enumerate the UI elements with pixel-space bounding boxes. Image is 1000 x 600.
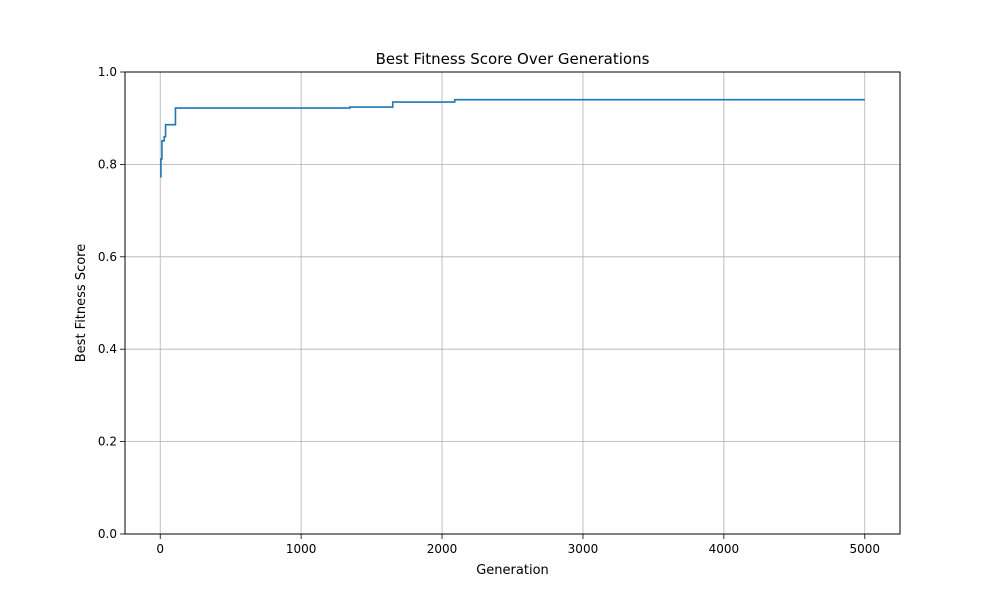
x-tick-label: 3000 (568, 542, 599, 556)
y-tick-label: 0.8 (98, 157, 117, 171)
x-tick-label: 2000 (427, 542, 458, 556)
fitness-step-line (160, 98, 865, 178)
y-tick-label: 0.4 (98, 342, 117, 356)
x-axis-label: Generation (476, 563, 549, 578)
x-tick-label: 1000 (286, 542, 317, 556)
x-tick-label: 5000 (849, 542, 880, 556)
chart-title: Best Fitness Score Over Generations (376, 50, 650, 68)
y-axis-label: Best Fitness Score (74, 244, 89, 363)
y-axis-ticks: 0.0 0.2 0.4 0.6 0.8 1.0 (98, 65, 125, 541)
x-tick-label: 4000 (709, 542, 740, 556)
plot-area-frame (124, 71, 901, 535)
x-tick-label: 0 (156, 542, 164, 556)
y-tick-label: 0.0 (98, 527, 117, 541)
y-tick-label: 0.2 (98, 435, 117, 449)
y-tick-label: 1.0 (98, 65, 117, 79)
y-tick-label: 0.6 (98, 250, 117, 264)
x-axis-ticks: 0 1000 2000 3000 4000 5000 (156, 534, 880, 556)
series-layer (160, 98, 865, 178)
